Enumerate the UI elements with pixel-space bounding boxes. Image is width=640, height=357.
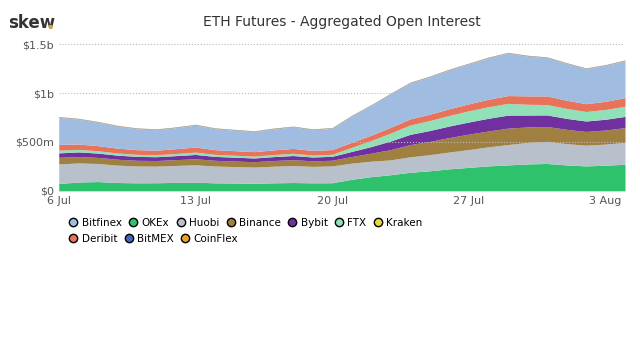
Text: .: .	[47, 14, 54, 33]
Title: ETH Futures - Aggregated Open Interest: ETH Futures - Aggregated Open Interest	[203, 15, 481, 29]
Legend: Deribit, BitMEX, CoinFlex: Deribit, BitMEX, CoinFlex	[64, 230, 243, 248]
Text: skew: skew	[8, 14, 55, 32]
